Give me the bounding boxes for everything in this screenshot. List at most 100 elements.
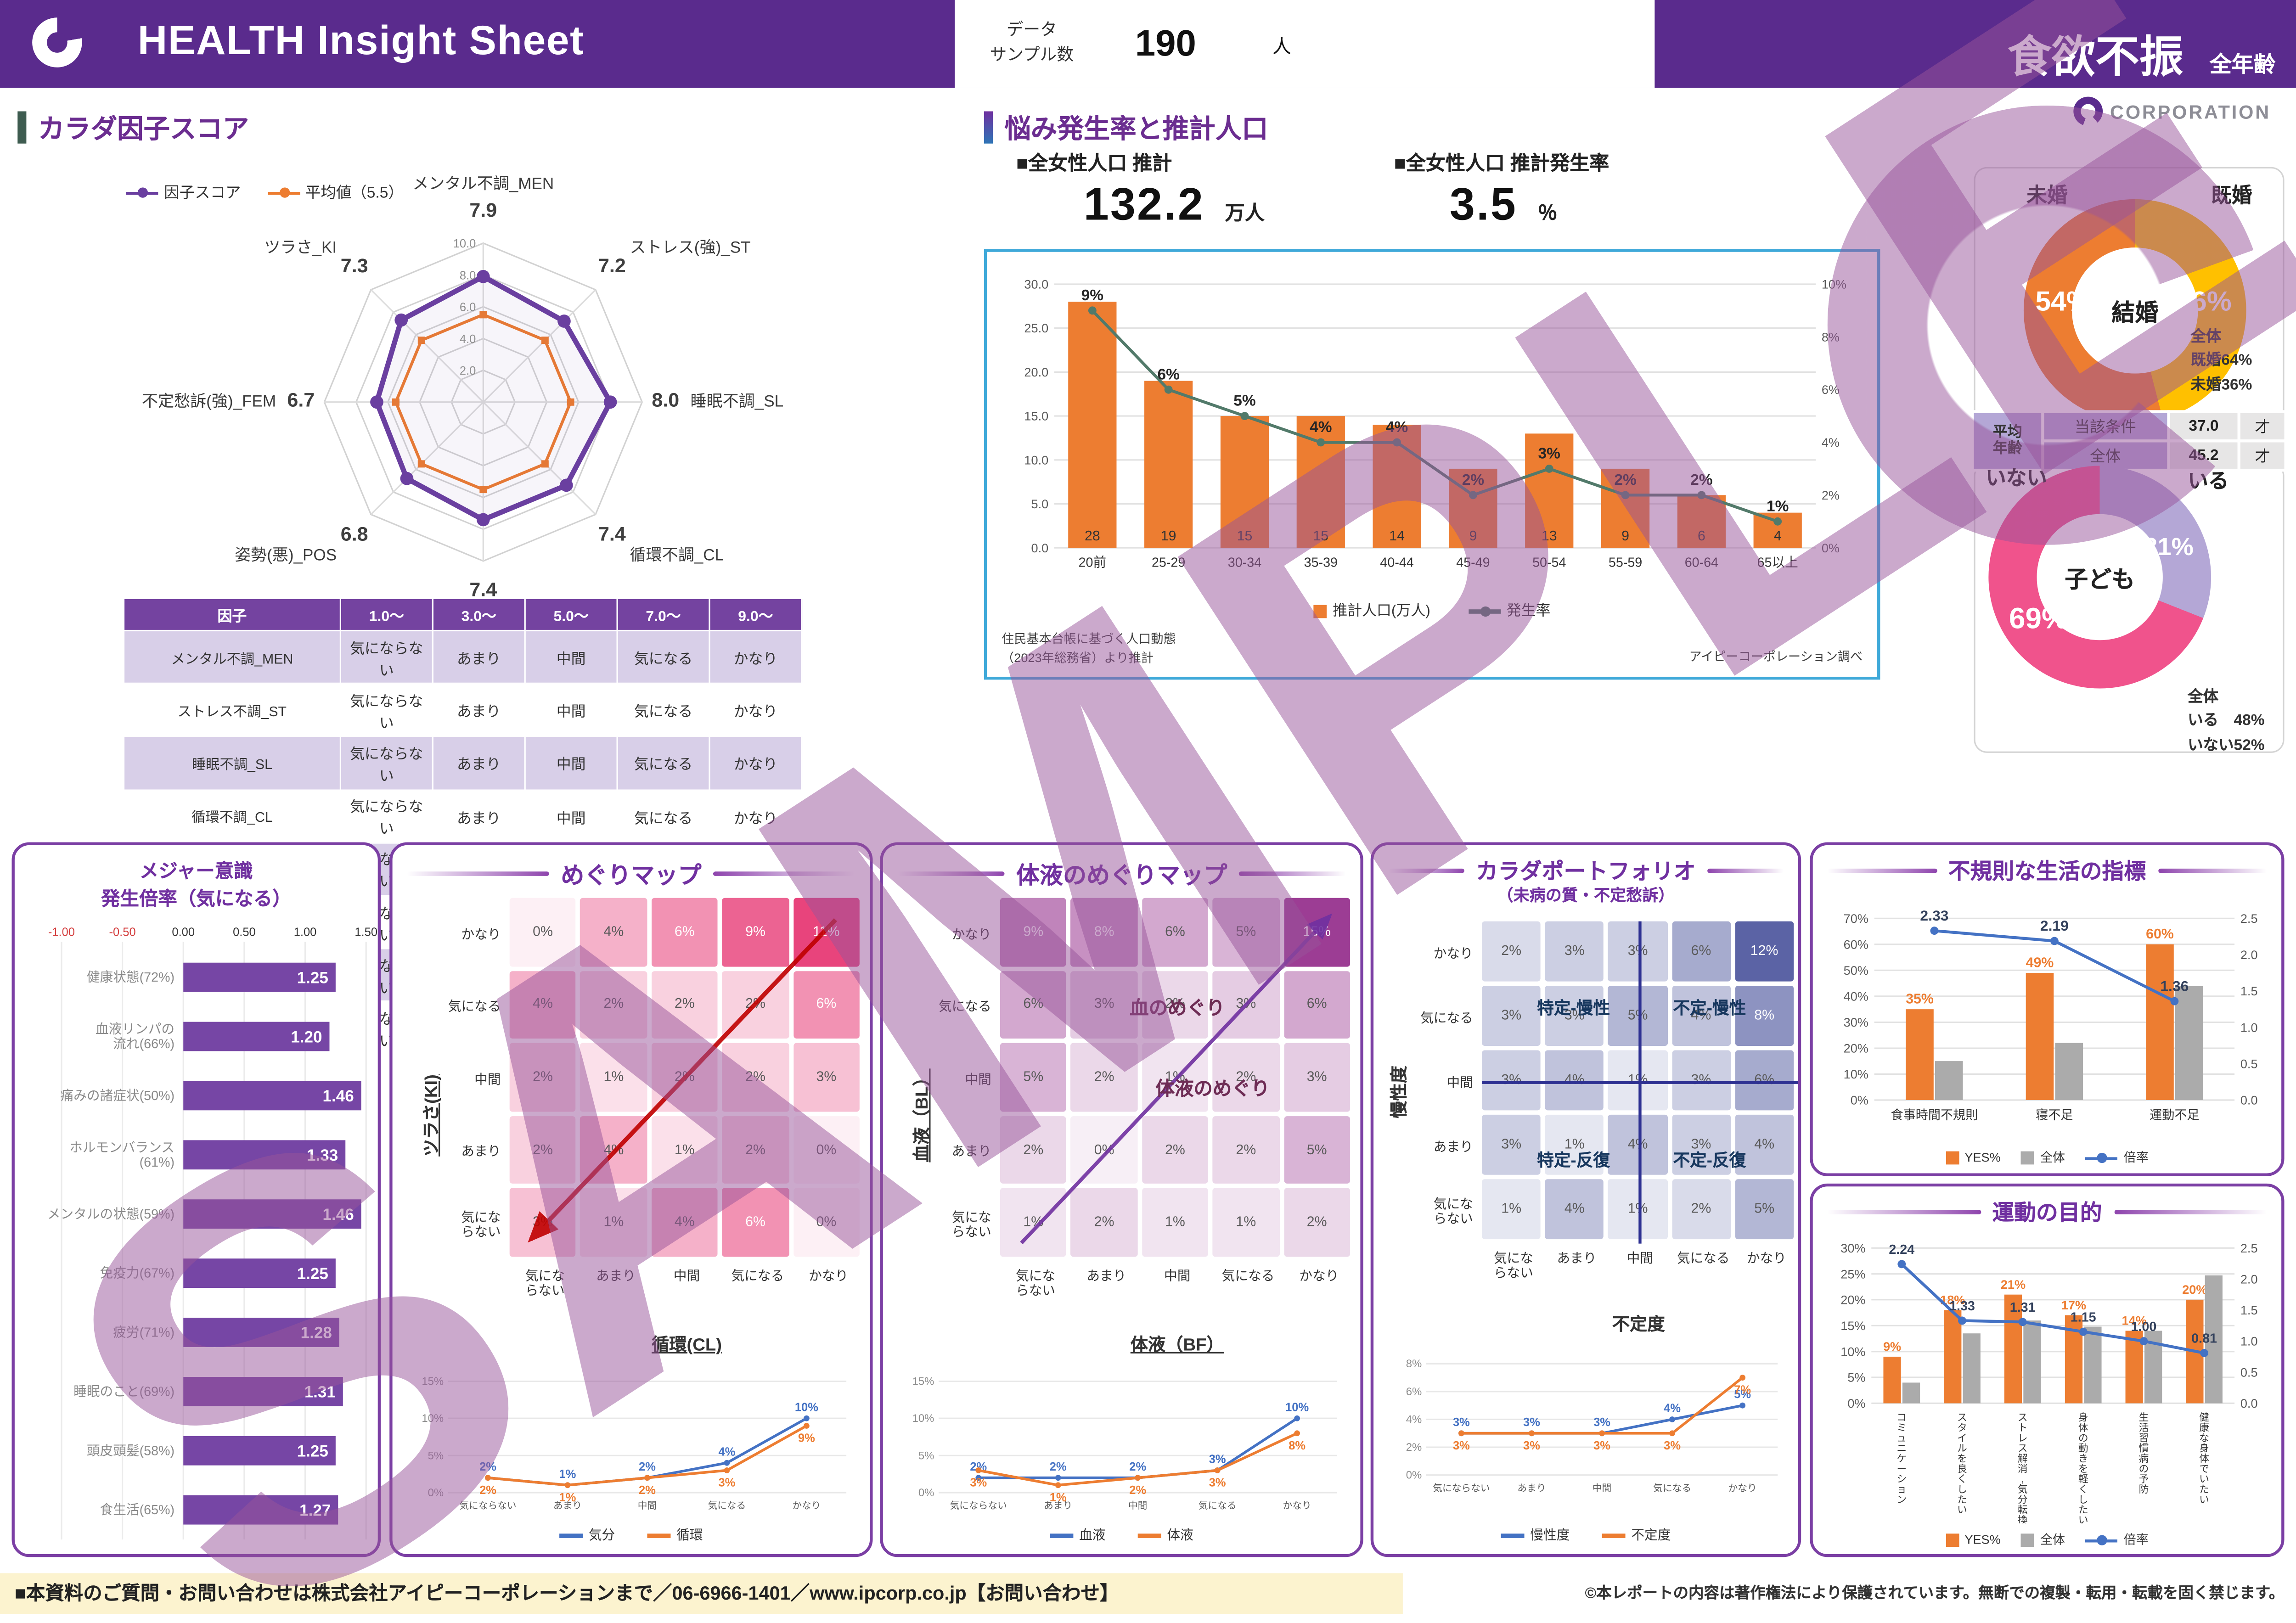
svg-text:15.0: 15.0	[1024, 409, 1048, 423]
svg-text:0%: 0%	[1406, 1469, 1422, 1482]
svg-text:4%: 4%	[1386, 419, 1408, 436]
table-row: 循環不調_CL 気にならない あまり 中間 気になる かなり	[123, 789, 803, 843]
svg-text:55-59: 55-59	[1609, 556, 1642, 570]
svg-text:10%: 10%	[795, 1401, 818, 1414]
company-logo: CORPORATION	[2073, 96, 2271, 126]
svg-text:15: 15	[1237, 528, 1253, 544]
svg-text:1.28: 1.28	[301, 1324, 332, 1342]
population-legend: 推計人口(万人) 発生率	[987, 598, 1877, 620]
column-header: 5.0〜	[524, 597, 618, 632]
svg-text:1.25: 1.25	[297, 969, 328, 987]
table-cell: 気にならない	[339, 683, 433, 737]
svg-text:25-29: 25-29	[1152, 556, 1185, 570]
legend-average: 平均値（5.5）	[267, 182, 404, 204]
table-cell: かなり	[709, 629, 803, 685]
panel-portfolio: カラダポートフォリオ （未病の質・不定愁訴） 慢性度 かなり 2% 3% 3% 6% 12…	[1370, 842, 1801, 1557]
meguri-heatmap: かなり0%4%6%9%11%気になる4%2%2%2%6%中間2%1%2%2%3%…	[442, 898, 864, 1326]
svg-text:9%: 9%	[1081, 287, 1103, 304]
svg-text:寝不足: 寝不足	[2036, 1107, 2073, 1122]
marriage-center-label: 結婚	[2111, 302, 2159, 327]
svg-text:1.5: 1.5	[2240, 1303, 2258, 1317]
svg-text:7%: 7%	[1734, 1384, 1751, 1397]
legend-factor-score: 因子スコア	[126, 182, 241, 204]
svg-text:1.46: 1.46	[322, 1206, 354, 1224]
company-logo-text: CORPORATION	[2110, 100, 2271, 123]
table-cell: メンタル不調_MEN	[123, 629, 341, 685]
marriage-note: 全体 既婚64% 未婚36%	[2190, 328, 2252, 393]
table-row: ストレス不調_ST 気にならない あまり 中間 気になる かなり	[123, 683, 803, 737]
svg-text:2.33: 2.33	[1920, 907, 1948, 924]
svg-text:0.0: 0.0	[1031, 541, 1049, 555]
x-axis-label: 不定度	[1612, 1314, 1665, 1335]
svg-text:45-49: 45-49	[1456, 556, 1490, 570]
svg-text:気になる: 気になる	[1199, 1500, 1237, 1511]
table-cell: 睡眠不調_SL	[123, 736, 341, 791]
panel-title: 体液のめぐりマップ	[1016, 864, 1227, 889]
panel-title-line2: 発生倍率（気になる）	[101, 887, 292, 910]
svg-text:4%: 4%	[718, 1445, 735, 1458]
children-note: 全体 いる 48% いない52%	[2188, 688, 2265, 754]
svg-text:20前: 20前	[1079, 556, 1107, 570]
pct-married: 46%	[2176, 287, 2232, 318]
section-title-bar	[984, 111, 993, 144]
svg-text:10.0: 10.0	[453, 237, 476, 250]
svg-text:15%: 15%	[912, 1376, 934, 1388]
svg-text:9: 9	[1621, 528, 1629, 544]
svg-text:19: 19	[1161, 528, 1176, 544]
svg-text:1.25: 1.25	[297, 1265, 328, 1283]
svg-text:2%: 2%	[639, 1460, 656, 1473]
svg-text:10%: 10%	[912, 1412, 934, 1425]
header-bar: HEALTH Insight Sheet データ サンプル数 190 人 食欲不…	[0, 0, 2296, 88]
table-cell: 中間	[524, 789, 618, 843]
svg-text:気にならない: 気にならない	[1433, 1483, 1490, 1494]
svg-text:血液リンパの流れ(66%): 血液リンパの流れ(66%)	[96, 1022, 174, 1051]
svg-text:メンタルの状態(59%): メンタルの状態(59%)	[47, 1207, 174, 1222]
svg-text:1.0: 1.0	[2240, 1334, 2258, 1348]
table-cell: 気になる	[616, 789, 710, 843]
svg-text:メンタル不調_MEN: メンタル不調_MEN	[412, 175, 554, 193]
table-cell: かなり	[709, 789, 803, 843]
svg-text:循環不調_CL: 循環不調_CL	[630, 546, 724, 564]
stat-label: ■全女性人口 推計	[1016, 152, 1172, 174]
svg-text:3%: 3%	[970, 1477, 987, 1489]
table-cell: ストレス不調_ST	[123, 683, 341, 737]
stat-unit: 万人	[1225, 202, 1265, 225]
legend-item: 倍率	[2085, 1531, 2149, 1548]
svg-text:3%: 3%	[1523, 1416, 1540, 1429]
svg-text:40-44: 40-44	[1380, 556, 1413, 570]
svg-text:8%: 8%	[1822, 330, 1840, 344]
panel-exercise-purpose: 運動の目的 0% 5% 10% 15% 20% 25% 30% 0.0 0.5 1.0 1.5 2.0…	[1810, 1183, 2285, 1557]
svg-text:8%: 8%	[1289, 1439, 1306, 1452]
svg-text:4: 4	[1774, 528, 1782, 544]
radar-legend: 因子スコア 平均値（5.5）	[126, 182, 404, 204]
panel-meguri-map: めぐりマップ ツラさ(KI) かなり0%4%6%9%11%気になる4%2%2%2…	[389, 842, 873, 1557]
svg-text:1.36: 1.36	[2160, 977, 2189, 994]
svg-text:9%: 9%	[1883, 1339, 1901, 1353]
exercise-purpose-chart: 0% 5% 10% 15% 20% 25% 30% 0.0 0.5 1.0 1.5 2.0 2.5 9% 1…	[1822, 1222, 2279, 1526]
irregular-legend: YES% 全体 倍率	[1813, 1148, 2281, 1166]
svg-text:2%: 2%	[1690, 472, 1712, 489]
svg-text:3%: 3%	[1209, 1477, 1226, 1489]
svg-text:気にならない: 気にならない	[459, 1500, 516, 1511]
sample-count-value: 190	[1135, 22, 1196, 64]
age-row-value: 37.0	[2167, 410, 2241, 443]
svg-text:1.31: 1.31	[2010, 1300, 2036, 1315]
portfolio-legend: 慢性度 不定度	[1373, 1525, 1798, 1544]
table-cell: 気にならない	[339, 789, 433, 843]
svg-text:60%: 60%	[2146, 927, 2174, 942]
section-title-text: カラダ因子スコア	[38, 114, 249, 144]
sample-count-block: データ サンプル数 190 人	[955, 0, 1655, 88]
table-cell: 中間	[524, 629, 618, 685]
svg-text:1.33: 1.33	[1949, 1299, 1975, 1314]
sample-count-label: データ サンプル数	[990, 20, 1074, 68]
topic-scope: 全年齢	[2209, 52, 2276, 78]
taieki-legend: 血液 体液	[883, 1525, 1361, 1544]
svg-text:1.46: 1.46	[322, 1087, 354, 1105]
svg-text:1.25: 1.25	[297, 1443, 328, 1460]
svg-text:9: 9	[1469, 528, 1477, 544]
svg-text:15%: 15%	[422, 1376, 444, 1388]
portfolio-heatmap: かなり 2% 3% 3% 6% 12% 気になる 3% 3% 5% 4% 8% 中間 3% 4% 1% 3% 6%…	[1414, 921, 1798, 1308]
svg-text:60-64: 60-64	[1685, 556, 1718, 570]
svg-text:3%: 3%	[1523, 1439, 1540, 1452]
company-logo-icon	[2073, 96, 2103, 126]
